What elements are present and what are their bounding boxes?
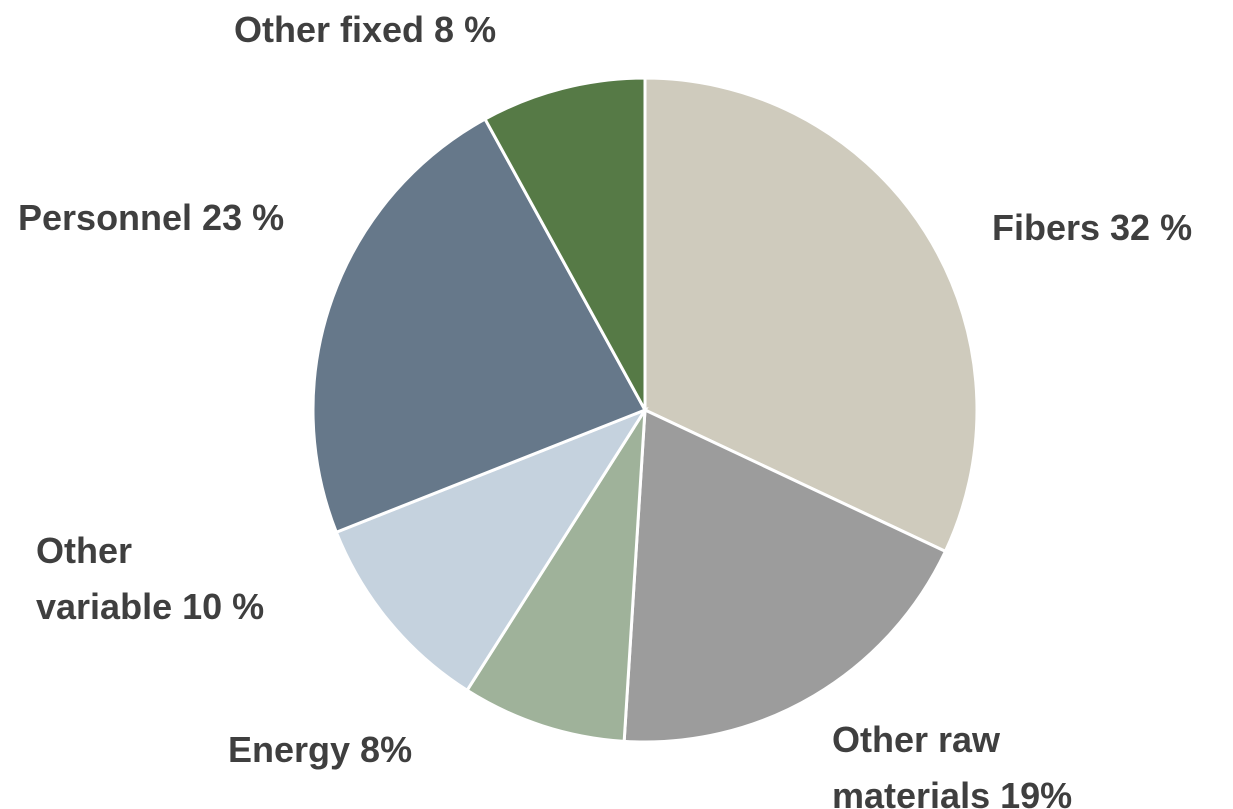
- slice-label: Other raw materials 19%: [832, 719, 1073, 809]
- slice-label: Energy 8%: [228, 729, 413, 770]
- slice-label: Personnel 23 %: [18, 197, 285, 238]
- pie-slice: [465, 409, 647, 743]
- pie-slice: [483, 76, 647, 411]
- pie-slice: [334, 406, 649, 693]
- pie-slice: [622, 407, 948, 744]
- pie-slice: [311, 117, 648, 535]
- slice-label: Other fixed 8 %: [234, 9, 497, 50]
- slice-label: Other variable 10 %: [36, 530, 265, 627]
- slice-label: Fibers 32 %: [992, 207, 1193, 248]
- pie-slice: [643, 76, 979, 554]
